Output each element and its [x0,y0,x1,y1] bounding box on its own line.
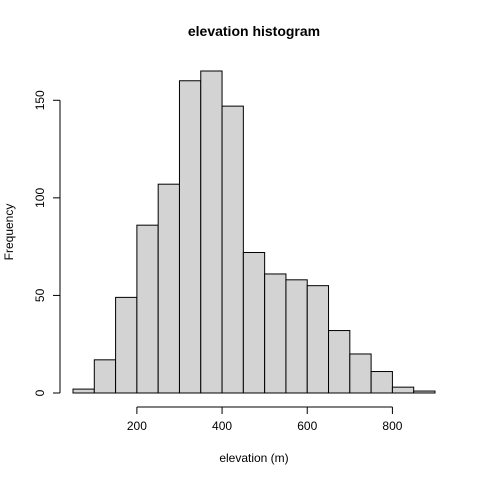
histogram-bar [349,353,372,394]
y-axis-label: Frequency [2,204,16,261]
x-tick-label: 400 [212,419,232,433]
y-axis: 0 50 100 150 [33,90,61,396]
histogram-bar [413,390,436,394]
bars-group [72,70,436,394]
x-tick-label: 800 [382,419,402,433]
histogram-bar [200,70,223,394]
chart-title: elevation histogram [188,23,320,39]
histogram-bar [242,251,266,394]
y-tick-label: 150 [33,90,47,110]
x-axis: 200 400 600 800 [127,406,403,433]
histogram-bar [115,296,138,394]
histogram-bar [370,371,393,394]
x-tick-label: 200 [127,419,147,433]
histogram-bar [72,388,95,394]
y-tick-label: 100 [33,188,47,208]
y-tick-label: 0 [33,389,47,396]
histogram-bar [178,80,202,394]
histogram-bar [306,285,330,394]
histogram-bar [285,279,308,394]
y-tick-label: 50 [33,288,47,302]
x-tick-label: 600 [297,419,317,433]
histogram-bar [221,105,244,394]
histogram-bar [93,359,117,394]
histogram-bar [264,273,287,394]
x-axis-label: elevation (m) [219,451,288,465]
histogram-bar [136,224,159,394]
histogram-bar [391,386,415,394]
histogram-bar [157,183,180,394]
histogram-bar [328,330,351,394]
